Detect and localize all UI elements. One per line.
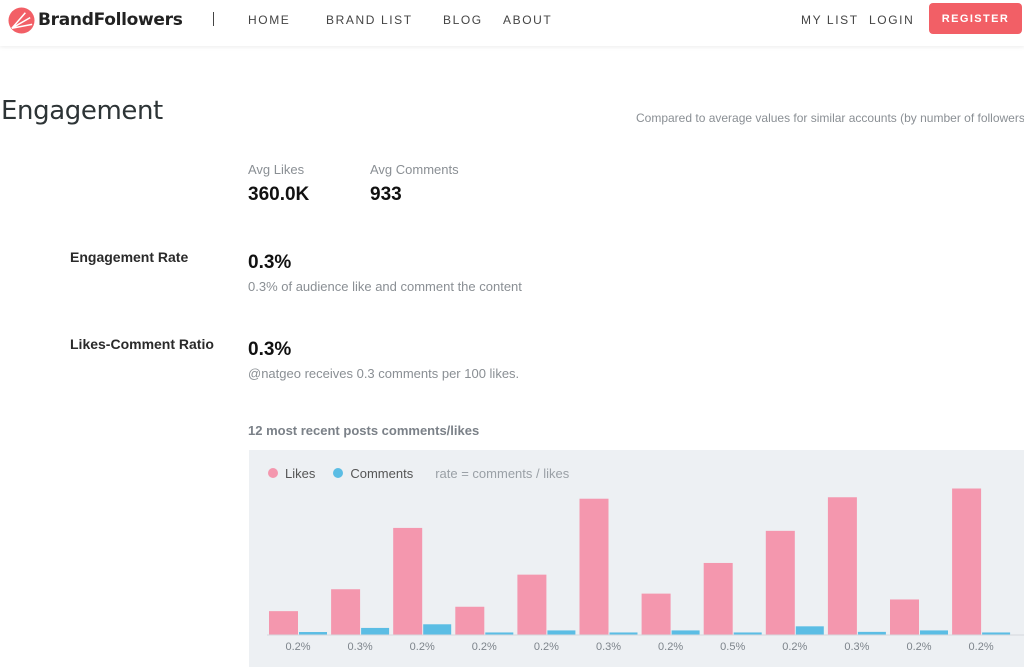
nav-my-list[interactable]: MY LIST	[801, 13, 859, 27]
rate-tick-label: 0.3%	[348, 641, 373, 653]
likes-bar[interactable]	[331, 589, 361, 635]
likes-bar[interactable]	[641, 593, 671, 635]
legend-likes[interactable]: Likes	[268, 466, 315, 481]
engagement-rate-description: 0.3% of audience like and comment the co…	[248, 279, 522, 294]
comments-bar[interactable]	[547, 630, 576, 635]
rate-tick-label: 0.2%	[969, 641, 994, 653]
nav-blog[interactable]: BLOG	[443, 13, 483, 27]
likes-bar[interactable]	[269, 611, 298, 635]
likes-bar[interactable]	[393, 527, 423, 635]
rate-tick-label: 0.2%	[658, 641, 683, 653]
likes-bar[interactable]	[517, 574, 547, 635]
likes-bar[interactable]	[579, 498, 609, 635]
likes-comment-ratio-value: 0.3%	[248, 339, 292, 360]
chart-legend: Likes Comments rate = comments / likes	[268, 465, 569, 481]
nav-brand-list[interactable]: BRAND LIST	[326, 13, 413, 27]
rate-tick-label: 0.2%	[906, 641, 931, 653]
rate-tick-label: 0.5%	[720, 641, 745, 653]
rate-tick-label: 0.2%	[534, 641, 559, 653]
comments-bar[interactable]	[857, 631, 886, 635]
legend-comments[interactable]: Comments	[333, 466, 413, 481]
comments-bar[interactable]	[795, 626, 824, 635]
engagement-rate-label: Engagement Rate	[70, 249, 189, 265]
likes-dot-icon	[268, 468, 278, 478]
rate-tick-label: 0.2%	[410, 641, 435, 653]
brand-name: BrandFollowers	[38, 10, 183, 30]
likes-comment-ratio-label: Likes-Comment Ratio	[70, 336, 214, 352]
comments-bar[interactable]	[982, 632, 1011, 635]
comments-bar[interactable]	[920, 630, 948, 635]
comments-bar[interactable]	[485, 632, 514, 635]
comments-bar[interactable]	[671, 630, 700, 635]
likes-bar[interactable]	[952, 488, 982, 635]
rate-tick-label: 0.2%	[472, 641, 497, 653]
legend-comments-label: Comments	[350, 465, 414, 481]
rate-tick-label: 0.2%	[285, 641, 310, 653]
avg-likes-value: 360.0K	[248, 184, 310, 205]
nav-about[interactable]: ABOUT	[503, 13, 553, 27]
rate-tick-label: 0.2%	[782, 641, 807, 653]
rate-tick-label: 0.3%	[596, 641, 621, 653]
likes-comment-ratio-description: @natgeo receives 0.3 comments per 100 li…	[248, 366, 520, 381]
likes-bar[interactable]	[455, 606, 485, 635]
comments-bar[interactable]	[733, 632, 762, 635]
likes-bar[interactable]	[890, 599, 919, 635]
comments-bar[interactable]	[609, 632, 638, 635]
likes-bar[interactable]	[827, 497, 857, 635]
top-nav-bar: BrandFollowers HOME BRAND LIST BLOG ABOU…	[0, 0, 1024, 46]
avg-likes-label: Avg Likes	[248, 162, 305, 177]
rate-tick-label: 0.3%	[844, 641, 869, 653]
comments-dot-icon	[333, 468, 344, 478]
legend-note: rate = comments / likes	[435, 465, 570, 481]
comments-bar[interactable]	[361, 627, 390, 635]
avg-comments-label: Avg Comments	[370, 162, 459, 177]
chart-title: 12 most recent posts comments/likes	[248, 423, 480, 438]
engagement-rate-value: 0.3%	[248, 252, 292, 273]
nav-home[interactable]: HOME	[248, 13, 291, 27]
compare-note: Compared to average values for similar a…	[636, 111, 1024, 125]
avg-comments-value: 933	[370, 184, 402, 205]
register-button[interactable]: REGISTER	[929, 3, 1022, 34]
header-divider	[213, 12, 214, 26]
brand-logo[interactable]: BrandFollowers	[8, 6, 183, 34]
likes-bar[interactable]	[765, 530, 795, 635]
posts-bar-chart: 0.2% 0.3% 0.2% 0.2% 0.2% 0.3% 0.2% 0.5% 0.2% 0.3%…	[267, 488, 1024, 653]
likes-bar[interactable]	[703, 562, 733, 635]
legend-likes-label: Likes	[285, 465, 316, 481]
nav-login[interactable]: LOGIN	[869, 13, 915, 27]
comments-bar[interactable]	[299, 632, 327, 635]
brand-logo-icon	[8, 6, 35, 34]
comments-bar[interactable]	[423, 624, 452, 635]
page-title: Engagement	[1, 96, 163, 126]
